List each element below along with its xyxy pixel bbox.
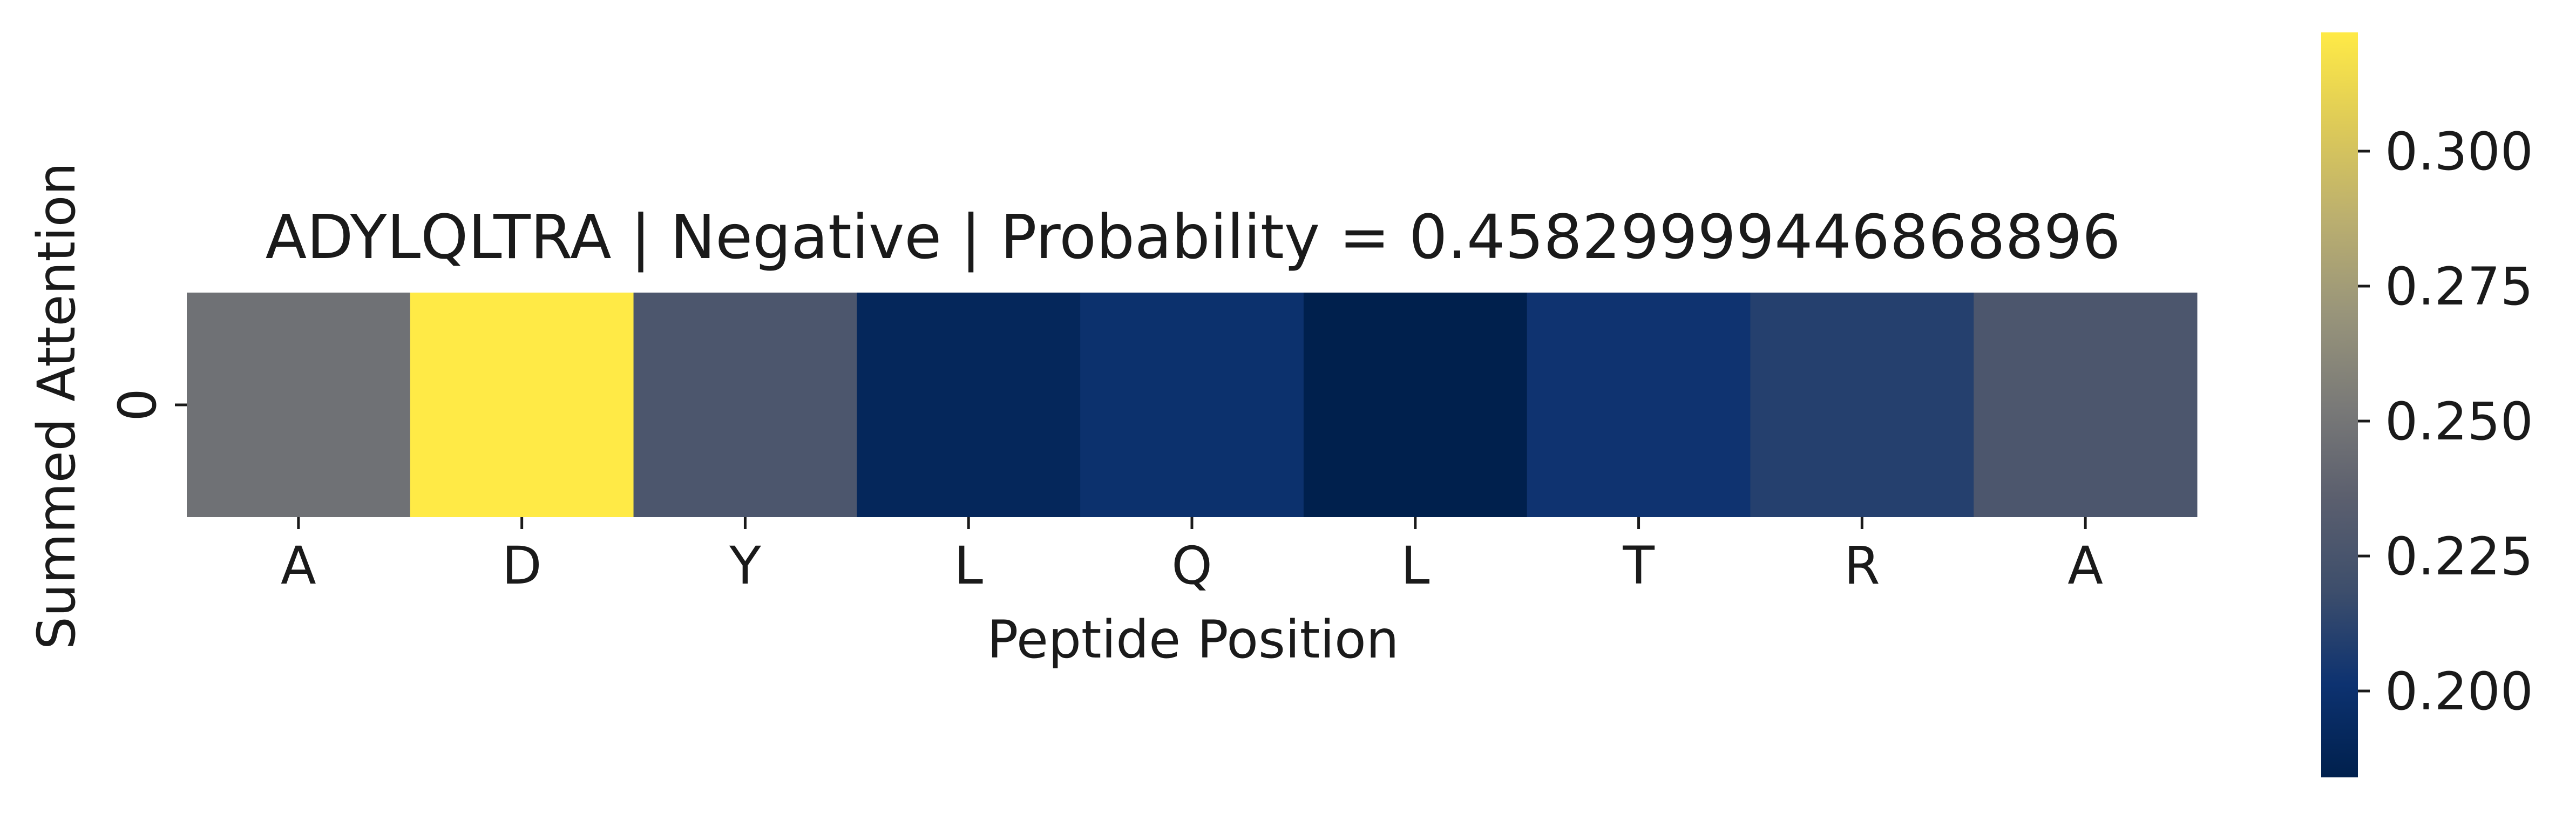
colorbar-tick-label: 0.225 — [2385, 526, 2533, 587]
y-tick-label: 0 — [107, 388, 168, 421]
colorbar-tick-label: 0.300 — [2385, 121, 2533, 182]
colorbar-ticks: 0.200 0.225 0.250 0.275 0.300 — [2358, 121, 2533, 722]
heatmap-cell — [857, 293, 1081, 517]
chart-title: ADYLQLTRA | Negative | Probability = 0.4… — [266, 202, 2121, 273]
heatmap-cell — [633, 293, 857, 517]
heatmap-cell — [1974, 293, 2198, 517]
heatmap-cell — [1527, 293, 1751, 517]
x-tick-label: L — [954, 536, 982, 596]
x-tick-label: D — [502, 536, 542, 596]
colorbar-tick-label: 0.275 — [2385, 256, 2533, 317]
x-tick-label: L — [1401, 536, 1429, 596]
x-tick-label: Q — [1171, 536, 1212, 596]
x-tick-label: Y — [729, 536, 761, 596]
y-axis-ticks: 0 — [107, 388, 187, 422]
x-axis-label: Peptide Position — [987, 609, 1399, 670]
x-tick-label: R — [1844, 536, 1880, 596]
heatmap-cell — [1080, 293, 1304, 517]
heatmap-cell — [1750, 293, 1974, 517]
heatmap-cell — [187, 293, 411, 517]
heatmap-cell — [410, 293, 634, 517]
colorbar — [2321, 32, 2358, 777]
x-tick-label: A — [2067, 536, 2103, 596]
y-axis-label: Summed Attention — [26, 162, 87, 649]
x-tick-label: T — [1622, 536, 1655, 596]
x-tick-label: A — [281, 536, 316, 596]
colorbar-tick-label: 0.200 — [2385, 661, 2533, 722]
heatmap-cells — [187, 293, 2198, 517]
heatmap-cell — [1303, 293, 1528, 517]
colorbar-tick-label: 0.250 — [2385, 391, 2533, 452]
